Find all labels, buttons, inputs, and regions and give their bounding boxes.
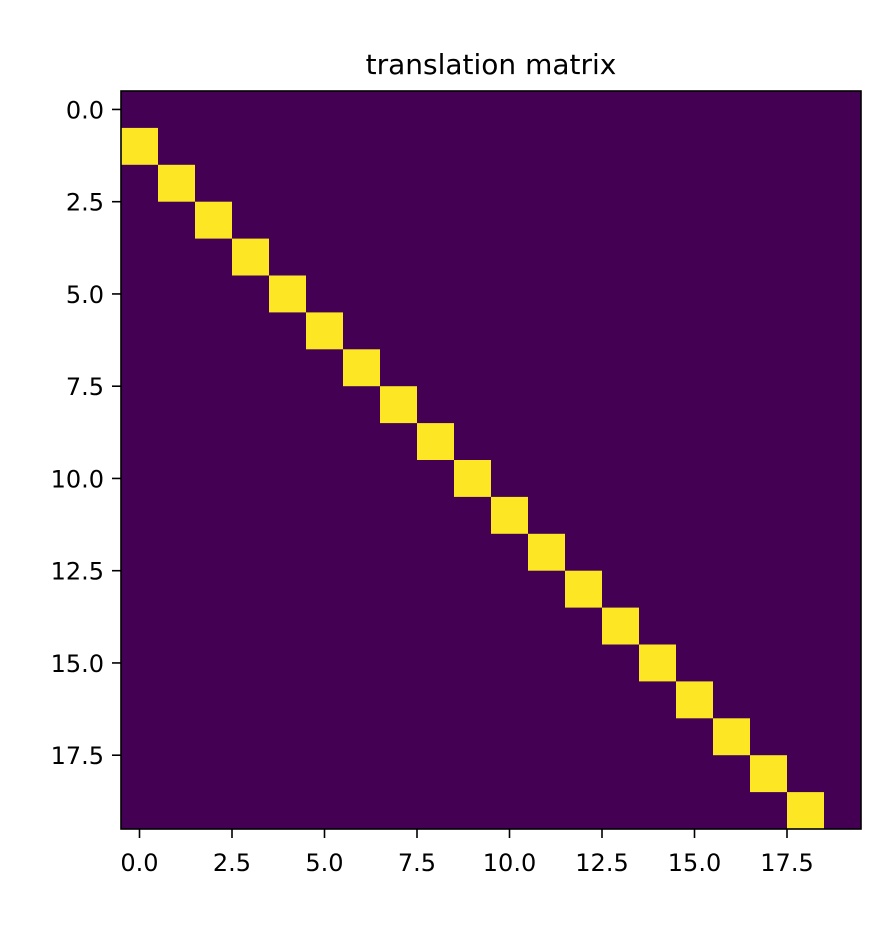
- heatmap-cell: [750, 755, 787, 793]
- y-tick-label: 2.5: [66, 189, 104, 217]
- heatmap-cell: [417, 423, 454, 460]
- x-tick-label: 2.5: [213, 849, 251, 877]
- heatmap-cell: [787, 792, 824, 829]
- heatmap-cells: [121, 127, 824, 829]
- heatmap-cell: [269, 275, 306, 313]
- x-tick-label: 12.5: [575, 849, 628, 877]
- x-tick-label: 10.0: [483, 849, 536, 877]
- plot-frame: [120, 90, 862, 830]
- x-tick-label: 17.5: [760, 849, 813, 877]
- heatmap-cell: [676, 681, 713, 719]
- heatmap-cell: [121, 127, 158, 165]
- chart-title: translation matrix: [366, 48, 617, 81]
- heatmap-cell: [380, 386, 417, 424]
- y-axis: 0.0 2.5 5.0 7.5 10.0 12.5 15.0 17.5: [51, 96, 121, 770]
- heatmap-cell: [343, 349, 380, 387]
- heatmap-cell: [195, 201, 232, 239]
- heatmap-cell: [306, 312, 343, 350]
- heatmap-cell: [491, 496, 528, 534]
- y-tick-label: 15.0: [51, 650, 104, 678]
- heatmap-cell: [158, 164, 195, 202]
- y-tick-label: 0.0: [66, 96, 104, 124]
- y-tick-label: 17.5: [51, 742, 104, 770]
- heatmap-cell: [602, 607, 639, 645]
- y-tick-label: 7.5: [66, 373, 104, 401]
- y-tick-label: 12.5: [51, 558, 104, 586]
- heatmap-cell: [528, 533, 565, 571]
- heatmap-cell: [639, 644, 676, 682]
- x-tick-label: 5.0: [305, 849, 343, 877]
- y-tick-label: 5.0: [66, 281, 104, 309]
- x-tick-label: 7.5: [398, 849, 436, 877]
- y-tick-label: 10.0: [51, 465, 104, 493]
- x-tick-label: 15.0: [668, 849, 721, 877]
- x-tick-label: 0.0: [120, 849, 158, 877]
- heatmap-cell: [713, 718, 750, 756]
- x-axis: 0.0 2.5 5.0 7.5 10.0 12.5 15.0 17.5: [120, 829, 814, 877]
- heatmap-cell: [454, 460, 491, 497]
- heatmap-cell: [565, 570, 602, 608]
- heatmap-cell: [232, 238, 269, 276]
